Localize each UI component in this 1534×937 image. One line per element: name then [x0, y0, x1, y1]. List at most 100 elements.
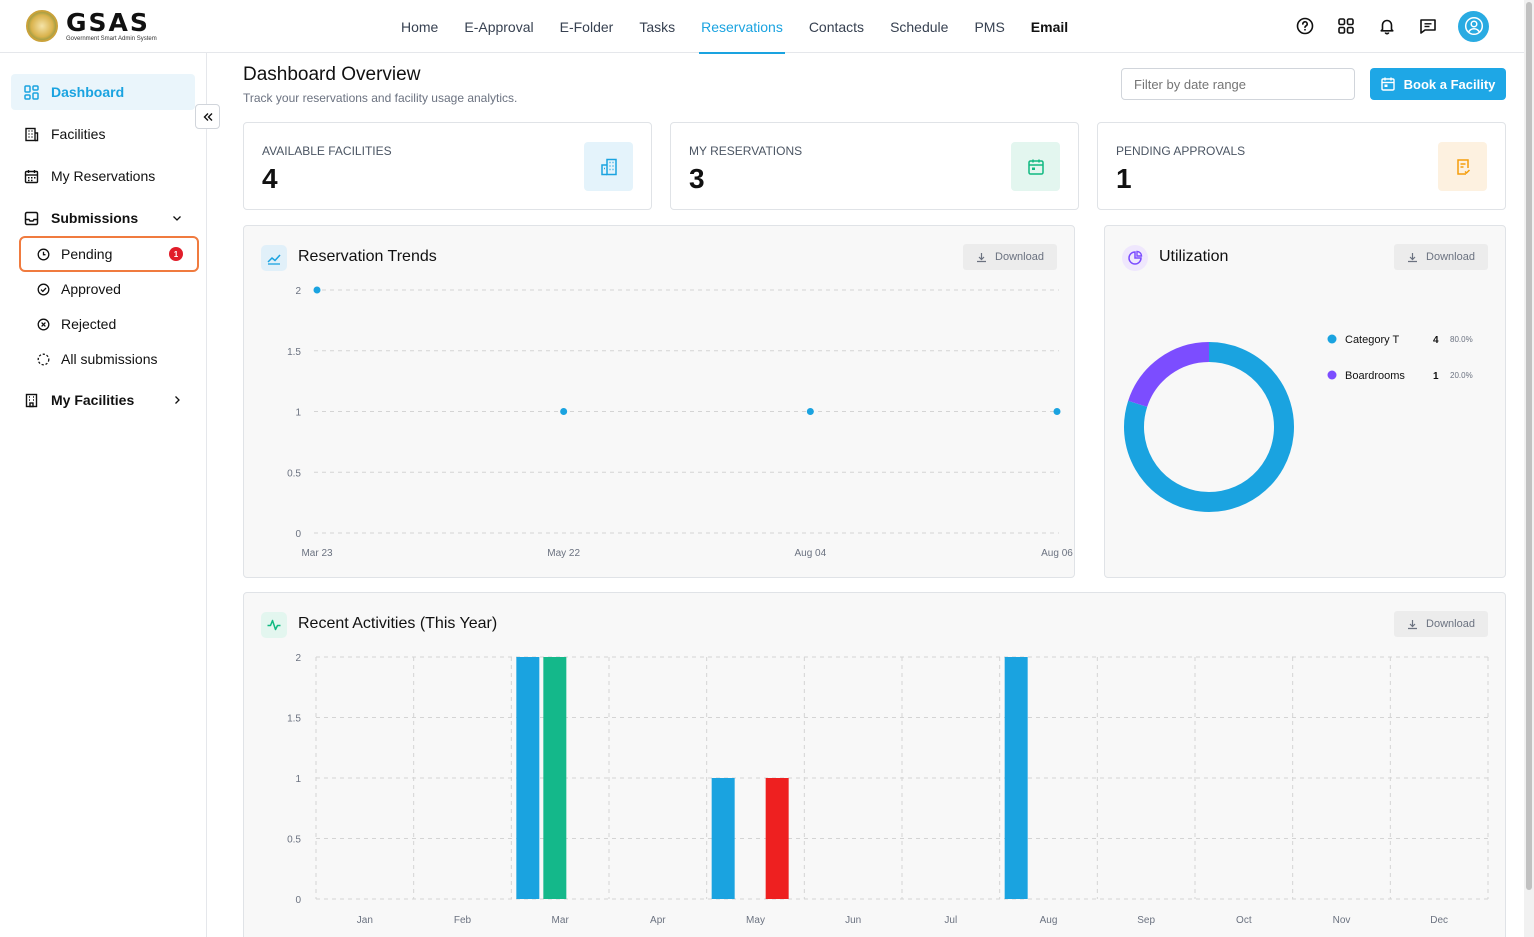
page-scrollbar[interactable] — [1524, 0, 1534, 937]
dashed-circle-icon — [36, 352, 50, 366]
sidebar-item-label: Rejected — [61, 316, 117, 332]
help-icon[interactable] — [1290, 10, 1320, 42]
sidebar-subitem-rejected[interactable]: Rejected — [22, 308, 196, 340]
apps-grid-icon[interactable] — [1331, 10, 1361, 42]
data-point — [560, 408, 568, 415]
pie-slice — [1124, 342, 1294, 512]
pie-chart-icon — [1122, 245, 1148, 271]
bar — [1004, 657, 1028, 899]
page-title: Dashboard Overview — [243, 64, 421, 85]
sidebar-item-dashboard[interactable]: Dashboard — [11, 74, 195, 110]
legend-value: 4 — [1433, 335, 1439, 346]
nav-item-e-approval[interactable]: E-Approval — [464, 19, 534, 35]
sidebar-item-label: All submissions — [61, 351, 158, 367]
legend-value: 1 — [1433, 371, 1439, 382]
collapse-sidebar-button[interactable] — [195, 104, 220, 129]
sidebar: Dashboard Facilities My Reservations Sub… — [0, 53, 207, 937]
user-avatar[interactable] — [1458, 10, 1489, 42]
stat-label: Available Facilities — [262, 144, 392, 158]
legend-swatch — [1327, 370, 1337, 380]
sidebar-item-label: Approved — [61, 281, 121, 297]
top-navigation-bar: GSAS Government Smart Admin System Home E… — [0, 0, 1524, 54]
sidebar-subitem-pending[interactable]: Pending 1 — [19, 236, 199, 272]
panel-title: Recent Activities (This Year) — [298, 615, 498, 632]
download-button[interactable]: Download — [963, 244, 1057, 270]
bar — [765, 778, 789, 899]
sidebar-item-label: Facilities — [51, 126, 106, 142]
brand-logo[interactable]: GSAS Government Smart Admin System — [26, 10, 157, 42]
download-button[interactable]: Download — [1394, 611, 1488, 637]
nav-item-reservations[interactable]: Reservations — [688, 0, 796, 54]
y-tick-label: 0.5 — [287, 835, 301, 846]
download-icon — [1407, 619, 1418, 630]
office-building-icon — [23, 392, 39, 408]
document-check-icon — [1438, 142, 1487, 191]
check-circle-icon — [36, 282, 50, 296]
date-range-filter-input[interactable] — [1121, 68, 1355, 100]
stat-label: Pending Approvals — [1116, 144, 1246, 158]
bar — [516, 657, 540, 899]
recent-activities-bar-chart: 0 0.5 1 1.5 2 Jan Feb Mar Apr May Jun Jul Aug Sep Oct N… — [287, 653, 1489, 926]
y-tick-label: 0 — [295, 529, 301, 540]
x-tick-label: Aug 04 — [794, 548, 826, 559]
dashboard-grid-icon — [23, 84, 39, 100]
legend-swatch — [1327, 334, 1337, 344]
sidebar-item-submissions[interactable]: Submissions — [11, 200, 195, 236]
x-tick-label: Jan — [357, 915, 373, 926]
brand-title: GSAS — [66, 8, 150, 37]
nav-item-schedule[interactable]: Schedule — [890, 19, 949, 35]
scrollbar-thumb[interactable] — [1526, 2, 1532, 890]
x-tick-label: Mar — [552, 915, 570, 926]
nav-item-contacts[interactable]: Contacts — [808, 19, 865, 35]
nav-item-tasks[interactable]: Tasks — [639, 19, 676, 35]
x-tick-label: Apr — [650, 915, 666, 926]
stat-card-pending-approvals: Pending Approvals 1 — [1097, 122, 1506, 210]
stat-value: 3 — [689, 163, 705, 194]
panel-title: Reservation Trends — [298, 248, 437, 265]
x-tick-label: Aug — [1040, 915, 1058, 926]
data-point — [806, 408, 814, 415]
x-tick-label: Dec — [1430, 915, 1448, 926]
nav-item-home[interactable]: Home — [401, 19, 439, 35]
sidebar-item-label: My Reservations — [51, 168, 156, 184]
activity-pulse-icon — [261, 612, 287, 638]
x-tick-label: Jun — [845, 915, 861, 926]
sidebar-item-label: Dashboard — [51, 84, 125, 100]
brand-subtitle: Government Smart Admin System — [66, 36, 157, 42]
building-icon — [23, 126, 39, 142]
book-facility-button[interactable]: Book a Facility — [1370, 68, 1506, 100]
utilization-panel: Utilization Download Category T 4 80.0% Boa… — [1104, 225, 1506, 578]
sidebar-item-my-facilities[interactable]: My Facilities — [11, 382, 195, 418]
buildings-icon — [584, 142, 633, 191]
panel-title: Utilization — [1159, 248, 1229, 265]
sidebar-item-label: My Facilities — [51, 392, 135, 408]
legend-percent: 20.0% — [1450, 371, 1473, 380]
emblem-icon — [26, 10, 58, 42]
x-tick-label: May 22 — [547, 548, 580, 559]
chevron-down-icon[interactable] — [171, 211, 183, 227]
chevron-right-icon[interactable] — [171, 393, 183, 409]
calendar-icon — [1011, 142, 1060, 191]
stat-value: 1 — [1116, 163, 1132, 194]
main-nav: Home E-Approval E-Folder Tasks Reservations C… — [388, 0, 1081, 54]
x-tick-label: Jul — [944, 915, 957, 926]
sidebar-subitem-approved[interactable]: Approved — [22, 273, 196, 305]
nav-item-email[interactable]: Email — [1030, 19, 1069, 35]
nav-item-e-folder[interactable]: E-Folder — [559, 19, 614, 35]
sidebar-item-my-reservations[interactable]: My Reservations — [11, 158, 195, 194]
page-subtitle: Track your reservations and facility usa… — [243, 91, 518, 105]
stat-card-available-facilities: Available Facilities 4 — [243, 122, 652, 210]
user-icon — [1464, 16, 1483, 36]
trend-line-icon — [261, 245, 287, 271]
header-actions — [1290, 10, 1489, 42]
inbox-icon — [23, 210, 39, 226]
message-icon[interactable] — [1413, 10, 1443, 42]
stat-value: 4 — [262, 163, 278, 194]
nav-item-pms[interactable]: PMS — [974, 19, 1005, 35]
download-button[interactable]: Download — [1394, 244, 1488, 270]
pending-count-badge: 1 — [169, 247, 183, 261]
sidebar-item-facilities[interactable]: Facilities — [11, 116, 195, 152]
bell-icon[interactable] — [1372, 10, 1402, 42]
sidebar-subitem-all-submissions[interactable]: All submissions — [22, 343, 196, 375]
x-tick-label: Aug 06 — [1041, 548, 1073, 559]
